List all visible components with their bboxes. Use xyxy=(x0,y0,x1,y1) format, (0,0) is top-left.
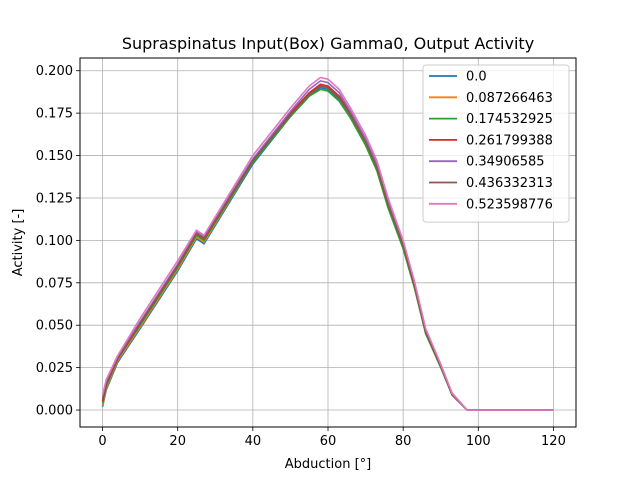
series-lines xyxy=(101,76,554,411)
x-axis-label: Abduction [°] xyxy=(285,457,371,472)
legend-label: 0.261799388 xyxy=(466,133,553,148)
series-line-6 xyxy=(101,76,554,411)
legend-label: 0.523598776 xyxy=(466,197,553,212)
legend-label: 0.087266463 xyxy=(466,91,553,106)
y-tick-label: 0.150 xyxy=(36,149,73,164)
y-tick-label: 0.100 xyxy=(36,234,73,249)
y-tick-label: 0.200 xyxy=(36,64,73,79)
ticks: 0 20 40 60 80 100 120 0.000 0.025 0.050 0.075 0.100… xyxy=(36,64,566,449)
x-tick-label: 60 xyxy=(320,434,337,449)
legend-label: 0.0 xyxy=(466,70,487,85)
legend-label: 0.34906585 xyxy=(466,155,545,170)
y-tick-label: 0.125 xyxy=(36,191,73,206)
x-tick-label: 0 xyxy=(98,434,106,449)
chart-title: Supraspinatus Input(Box) Gamma0, Output … xyxy=(122,34,534,53)
y-tick-label: 0.000 xyxy=(36,404,73,419)
y-tick-label: 0.175 xyxy=(36,107,73,122)
legend-box xyxy=(422,64,570,223)
x-tick-label: 80 xyxy=(395,434,412,449)
y-tick-label: 0.050 xyxy=(36,319,73,334)
x-tick-label: 120 xyxy=(541,434,566,449)
x-tick-label: 40 xyxy=(245,434,262,449)
legend-label: 0.436332313 xyxy=(466,176,553,191)
grid xyxy=(80,58,576,427)
x-tick-label: 100 xyxy=(466,434,491,449)
legend-label: 0.174532925 xyxy=(466,112,553,127)
y-tick-label: 0.075 xyxy=(36,276,73,291)
legend: 0.0 0.087266463 0.174532925 0.261799388 0.34… xyxy=(422,64,570,223)
y-tick-label: 0.025 xyxy=(36,361,73,376)
y-axis-label: Activity [-] xyxy=(11,209,26,277)
x-tick-label: 20 xyxy=(169,434,186,449)
